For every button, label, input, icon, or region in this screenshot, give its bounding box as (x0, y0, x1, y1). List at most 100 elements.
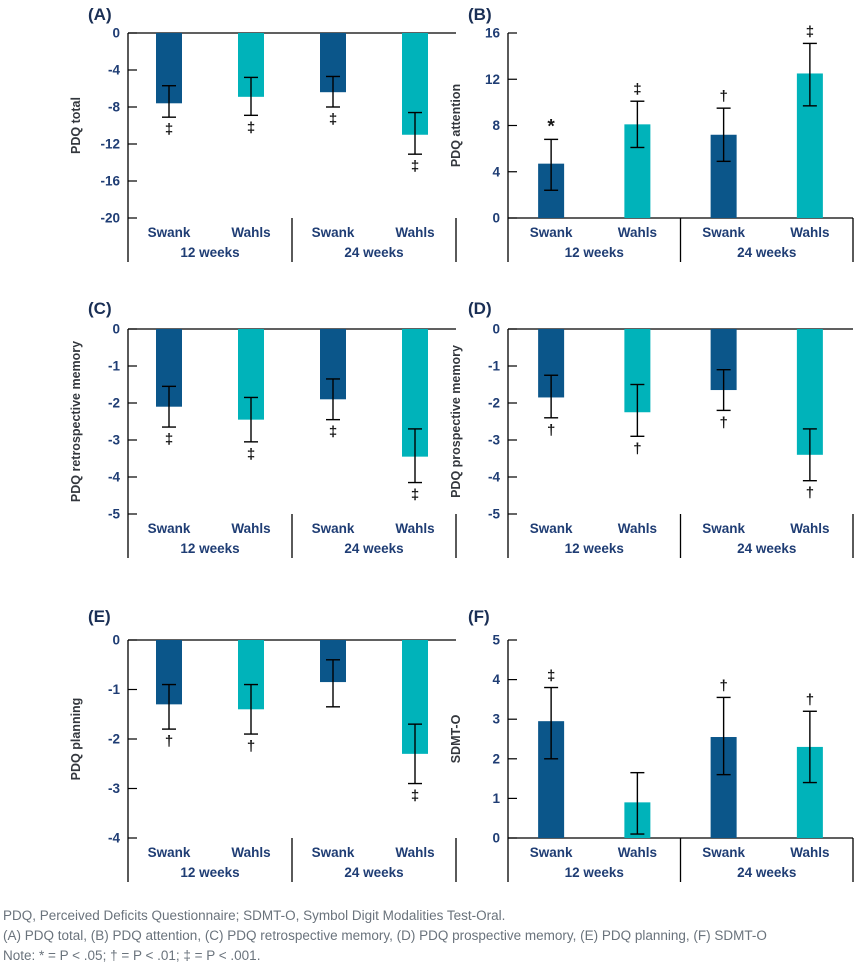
group-label: 12 weeks (565, 541, 624, 556)
category-label: Swank (530, 225, 573, 240)
category-label: Swank (312, 521, 355, 536)
y-tick-label: -2 (108, 396, 120, 411)
significance-marker: † (719, 677, 727, 694)
group-label: 24 weeks (344, 865, 403, 880)
panel-label: (A) (88, 5, 112, 24)
group-label: 12 weeks (180, 541, 239, 556)
y-tick-label: -2 (488, 396, 500, 411)
y-tick-label: 0 (112, 633, 120, 648)
category-label: Wahls (618, 845, 657, 860)
y-tick-label: -3 (488, 433, 500, 448)
panel-label: (C) (88, 299, 112, 318)
y-tick-label: 16 (485, 26, 501, 41)
y-tick-label: 1 (492, 791, 500, 806)
significance-marker: ‡ (329, 111, 337, 128)
group-label: 24 weeks (344, 245, 403, 260)
significance-marker: † (547, 422, 555, 439)
caption-significance-note: Note: * = P < .05; † = P < .01; ‡ = P < … (3, 948, 261, 963)
category-label: Wahls (395, 521, 434, 536)
category-label: Swank (148, 521, 191, 536)
significance-marker: ‡ (633, 81, 641, 98)
panel-label: (E) (88, 607, 111, 626)
y-tick-label: -4 (108, 470, 120, 485)
category-label: Wahls (790, 845, 829, 860)
panel-a-chart: (A) PDQ total 0 -4 -8 -12 -16 -20 ‡ Swank ‡ Wahls ‡ S… (69, 5, 457, 262)
y-axis-title: SDMT-O (449, 714, 463, 763)
category-label: Wahls (618, 225, 657, 240)
y-tick-label: -1 (488, 359, 500, 374)
y-tick-label: -1 (108, 682, 120, 697)
category-label: Swank (148, 225, 191, 240)
panel-e-chart: (E) PDQ planning 0 -1 -2 -3 -4 † Swank † Wahls Swan… (69, 607, 457, 882)
significance-marker: ‡ (547, 668, 555, 685)
category-label: Swank (702, 225, 745, 240)
y-tick-label: 4 (492, 164, 500, 179)
panel-c-chart: (C) PDQ retrospective memory 0 -1 -2 -3 -4 -5 ‡ S… (69, 299, 457, 558)
category-label: Wahls (231, 521, 270, 536)
y-tick-label: -8 (108, 100, 120, 115)
panel-label: (F) (468, 607, 490, 626)
significance-marker: ‡ (247, 446, 255, 463)
y-axis-title: PDQ prospective memory (449, 345, 463, 498)
y-tick-label: -1 (108, 359, 120, 374)
panel-b-chart: (B) PDQ attention 0 4 8 12 16 * Swank ‡ Wahls † Swan… (449, 5, 854, 262)
y-tick-label: 0 (112, 322, 120, 337)
group-label: 24 weeks (344, 541, 403, 556)
y-axis-title: PDQ total (69, 97, 83, 154)
group-label: 24 weeks (737, 245, 796, 260)
category-label: Wahls (395, 225, 434, 240)
significance-marker: † (165, 733, 173, 750)
group-label: 24 weeks (737, 541, 796, 556)
significance-marker: ‡ (247, 119, 255, 136)
y-tick-label: -4 (488, 470, 500, 485)
category-label: Swank (312, 225, 355, 240)
significance-marker: † (806, 485, 814, 502)
y-tick-label: 8 (492, 118, 500, 133)
y-tick-label: -5 (488, 507, 500, 522)
group-label: 12 weeks (180, 865, 239, 880)
significance-marker: † (806, 691, 814, 708)
y-tick-label: -4 (108, 63, 120, 78)
panel-d-chart: (D) PDQ prospective memory 0 -1 -2 -3 -4 -5 † Swa… (449, 299, 854, 558)
y-axis-title: PDQ retrospective memory (69, 341, 83, 502)
category-label: Swank (530, 845, 573, 860)
y-tick-label: -12 (100, 137, 120, 152)
y-tick-label: 12 (485, 72, 500, 87)
category-label: Swank (702, 521, 745, 536)
significance-marker: † (719, 414, 727, 431)
figure-caption: PDQ, Perceived Deficits Questionnaire; S… (3, 906, 853, 966)
category-label: Wahls (790, 225, 829, 240)
y-tick-label: 5 (492, 633, 500, 648)
panel-f-chart: (F) SDMT-O 0 1 2 3 4 5 ‡ Swank Wahls † Swank † Wahls 12… (449, 607, 854, 882)
category-label: Wahls (395, 845, 434, 860)
caption-panel-list: (A) PDQ total, (B) PDQ attention, (C) PD… (3, 928, 767, 943)
y-tick-label: -16 (100, 174, 120, 189)
group-label: 12 weeks (565, 245, 624, 260)
y-tick-label: 0 (492, 831, 500, 846)
panel-label: (D) (468, 299, 492, 318)
category-label: Swank (312, 845, 355, 860)
category-label: Wahls (231, 225, 270, 240)
group-label: 12 weeks (180, 245, 239, 260)
significance-marker: † (247, 738, 255, 755)
category-label: Swank (148, 845, 191, 860)
significance-marker: † (719, 88, 727, 105)
y-axis-title: PDQ planning (69, 698, 83, 781)
significance-marker: ‡ (165, 121, 173, 138)
category-label: Swank (702, 845, 745, 860)
significance-marker: ‡ (411, 788, 419, 805)
y-tick-label: 0 (492, 211, 500, 226)
significance-marker: ‡ (411, 487, 419, 504)
y-tick-label: 4 (492, 672, 500, 687)
y-axis-title: PDQ attention (449, 84, 463, 167)
y-tick-label: 0 (112, 26, 120, 41)
y-tick-label: 3 (492, 712, 500, 727)
significance-marker: ‡ (806, 23, 814, 40)
significance-marker: ‡ (165, 431, 173, 448)
y-tick-label: -3 (108, 433, 120, 448)
category-label: Wahls (618, 521, 657, 536)
category-label: Swank (530, 521, 573, 536)
y-tick-label: -3 (108, 781, 120, 796)
panel-label: (B) (468, 5, 492, 24)
